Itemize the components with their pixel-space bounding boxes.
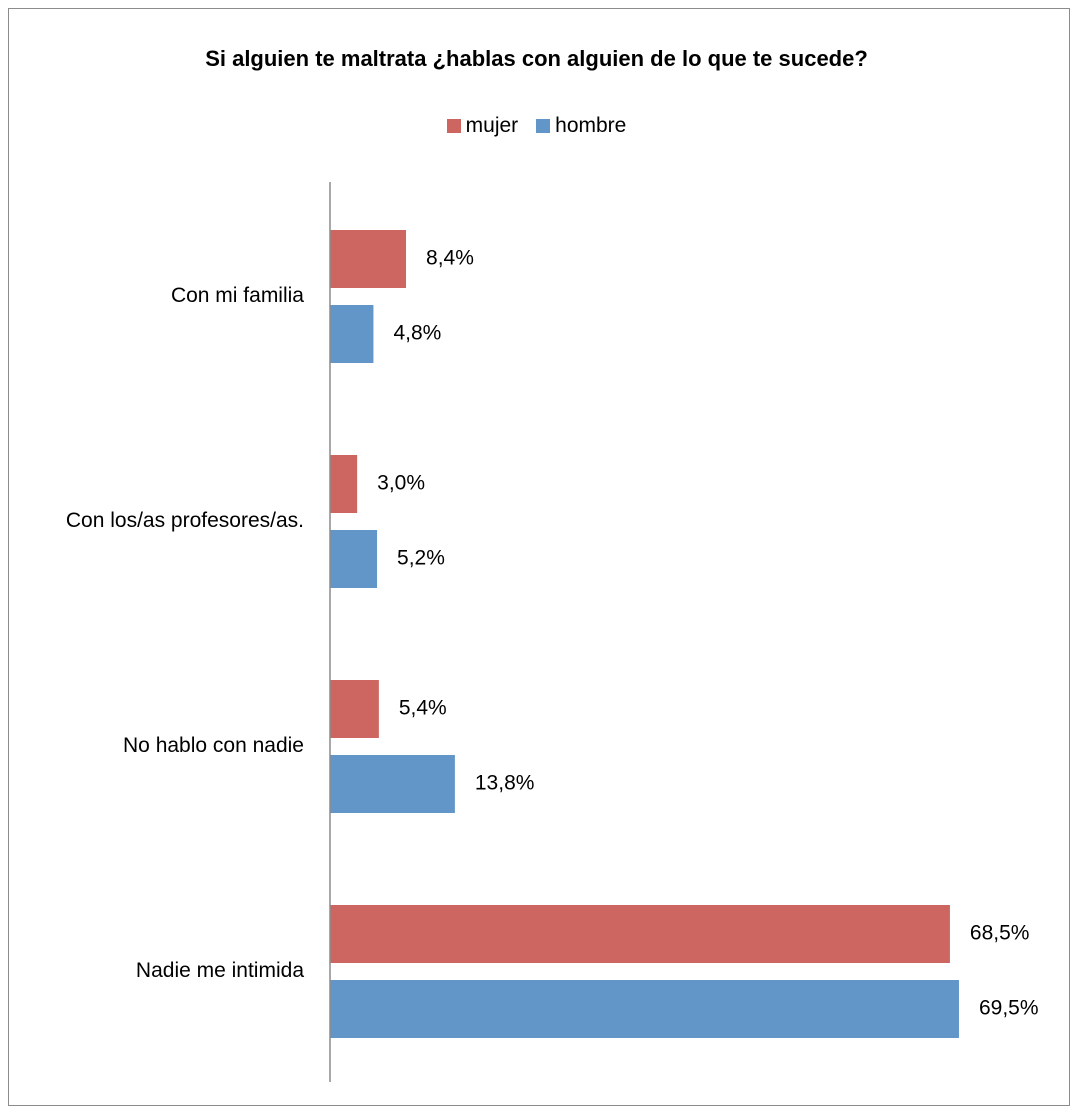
data-label-mujer: 8,4% — [426, 247, 474, 270]
chart-legend: mujer hombre — [0, 114, 1073, 138]
bar-hombre — [330, 305, 374, 363]
legend-label-mujer: mujer — [465, 114, 519, 137]
bar-hombre — [330, 530, 378, 588]
data-label-mujer: 68,5% — [970, 922, 1030, 945]
bar-mujer — [330, 230, 407, 288]
legend-swatch-mujer — [446, 119, 461, 133]
bar-mujer — [330, 680, 379, 738]
category-label: Con los/as profesores/as. — [66, 509, 304, 532]
data-label-hombre: 5,2% — [397, 547, 445, 570]
data-label-hombre: 13,8% — [475, 772, 535, 795]
data-label-mujer: 3,0% — [377, 472, 425, 495]
data-label-mujer: 5,4% — [399, 697, 447, 720]
bar-hombre — [330, 980, 959, 1038]
chart-title: Si alguien te maltrata ¿hablas con algui… — [205, 46, 868, 71]
bar-hombre — [330, 755, 455, 813]
data-label-hombre: 69,5% — [979, 997, 1039, 1020]
legend-item-hombre: hombre — [536, 114, 626, 138]
bar-mujer — [330, 905, 950, 963]
data-label-hombre: 4,8% — [393, 322, 441, 345]
legend-label-hombre: hombre — [555, 114, 627, 137]
category-label: Nadie me intimida — [136, 959, 304, 982]
category-label: No hablo con nadie — [123, 734, 304, 757]
legend-item-mujer: mujer — [446, 114, 519, 138]
bar-mujer — [330, 455, 358, 513]
category-label: Con mi familia — [171, 284, 304, 307]
legend-swatch-hombre — [536, 119, 551, 133]
